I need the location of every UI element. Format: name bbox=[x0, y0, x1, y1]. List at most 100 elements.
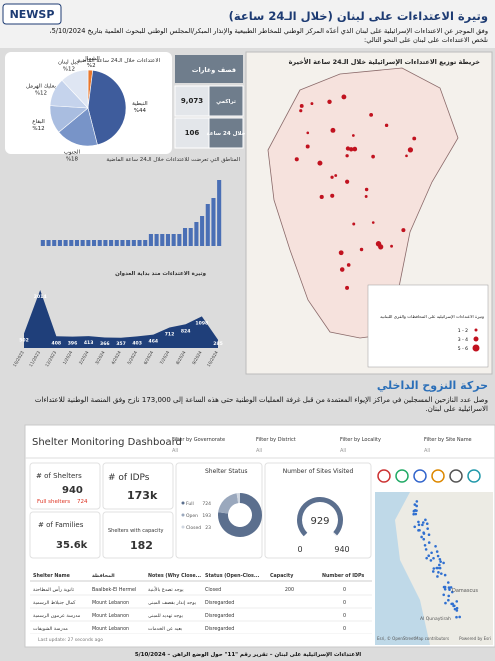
card-title: Shelter Status bbox=[205, 468, 248, 475]
shelter-dot bbox=[432, 567, 436, 570]
attack-dot bbox=[359, 247, 364, 252]
shelter-dot bbox=[418, 528, 421, 532]
pie-value: %18 bbox=[66, 157, 79, 163]
table-cell: Mount Lebanon bbox=[92, 613, 129, 619]
table-cell: كمال جنبلاط الرسمية bbox=[33, 600, 76, 606]
shelter-dot bbox=[422, 532, 426, 535]
map-label: Damascus bbox=[452, 588, 478, 594]
chart-title: وتيرة الاعتداءات منذ بداية العدوان bbox=[115, 271, 206, 277]
pie-value: %12 bbox=[63, 66, 75, 72]
bar bbox=[200, 216, 205, 246]
shelter-dot bbox=[414, 512, 418, 516]
bar bbox=[148, 234, 153, 246]
status-value: 724 bbox=[202, 501, 211, 507]
attack-dot bbox=[405, 154, 408, 158]
status-label: Full bbox=[186, 501, 194, 507]
section-title: حركة النزوح الداخلي bbox=[377, 379, 488, 392]
pie-label: بعلبك الهرمل bbox=[26, 84, 56, 90]
attack-dot bbox=[319, 194, 324, 199]
shelter-dot bbox=[438, 566, 442, 570]
attack-dot bbox=[294, 157, 299, 162]
bar bbox=[177, 234, 182, 246]
card-value: 940 bbox=[62, 485, 83, 496]
pie-label: البقاع bbox=[32, 119, 45, 125]
header-band bbox=[0, 0, 495, 48]
column-header: Status (Open-Clos... bbox=[205, 573, 260, 579]
attack-dot bbox=[327, 99, 332, 104]
table-cell bbox=[208, 85, 244, 117]
shelter-dot bbox=[439, 560, 442, 563]
pie-slice bbox=[61, 69, 89, 109]
data-label: 824 bbox=[181, 328, 191, 334]
data-label: 366 bbox=[100, 341, 110, 347]
shelter-dot bbox=[420, 535, 423, 539]
table-label: خلال 24 ساعة bbox=[207, 131, 246, 137]
filter-label: Filter by Site Name bbox=[424, 437, 472, 443]
pie-value: %12 bbox=[35, 91, 47, 97]
attack-dot bbox=[378, 244, 384, 250]
partner-logo bbox=[395, 469, 409, 483]
attack-dot bbox=[330, 127, 336, 133]
attack-dot bbox=[334, 174, 338, 177]
bar bbox=[40, 240, 45, 246]
shelter-dot bbox=[452, 604, 456, 608]
attack-dot bbox=[384, 123, 389, 128]
card-label: # of Shelters bbox=[36, 472, 82, 480]
map-dots bbox=[294, 94, 417, 290]
partner-logo bbox=[449, 469, 463, 483]
card bbox=[102, 511, 174, 559]
data-label: 712 bbox=[165, 331, 175, 337]
filter-value: All bbox=[256, 448, 262, 454]
shelter-dot bbox=[449, 586, 453, 589]
data-label: 408 bbox=[52, 340, 62, 346]
data-label: 2014 bbox=[34, 294, 47, 300]
attack-dot bbox=[345, 154, 349, 158]
attack-dot bbox=[364, 195, 368, 198]
shelter-dot bbox=[447, 598, 450, 602]
bar bbox=[63, 240, 68, 246]
bar bbox=[52, 240, 57, 246]
table-cell: Mount Lebanon bbox=[92, 600, 129, 606]
status-value: 23 bbox=[205, 525, 211, 531]
shelter-dot bbox=[435, 566, 438, 570]
partner-logo bbox=[467, 469, 481, 483]
bar bbox=[154, 234, 159, 246]
table-cell: يوجد تصدع بالأبنية bbox=[148, 586, 184, 593]
data-label: 396 bbox=[68, 341, 78, 347]
legend-label: 3 - 4 bbox=[458, 337, 468, 343]
attack-dot bbox=[412, 136, 417, 141]
table-cell: 200 bbox=[285, 587, 294, 593]
shelter-dot bbox=[438, 563, 441, 567]
bar bbox=[109, 240, 114, 246]
shelter-dot bbox=[443, 587, 447, 591]
logo: NEWSP bbox=[10, 8, 55, 21]
bar bbox=[171, 234, 176, 246]
shelter-dot bbox=[412, 512, 415, 516]
table-header-bg bbox=[175, 55, 243, 83]
bar bbox=[74, 240, 80, 246]
shelter-dot bbox=[430, 551, 433, 555]
card-title: Number of Sites Visited bbox=[283, 468, 354, 475]
shelter-dot bbox=[429, 559, 433, 562]
table-cell: Disregarded bbox=[205, 600, 234, 606]
shelter-dot bbox=[413, 525, 417, 529]
bar bbox=[69, 240, 74, 246]
table-cell: Baalbek-El Hermel bbox=[92, 587, 136, 593]
chart-title: المناطق التي تعرضت للاعتداءات خلال الـ24… bbox=[106, 157, 240, 163]
x-tick-label: 6/2024 bbox=[143, 350, 155, 366]
attack-dot bbox=[345, 146, 351, 151]
table-cell: 0 bbox=[343, 600, 346, 606]
table-value: 9,073 bbox=[181, 97, 203, 105]
bar bbox=[103, 240, 108, 246]
shelter-dot bbox=[423, 543, 427, 547]
shelter-dot bbox=[437, 571, 440, 574]
gauge-number: 929 bbox=[310, 516, 329, 527]
table-cell: Disregarded bbox=[205, 613, 234, 619]
attack-dot bbox=[299, 109, 303, 113]
bar bbox=[143, 240, 148, 246]
table-cell: Mount Lebanon bbox=[92, 626, 129, 632]
attack-dot bbox=[338, 250, 344, 256]
pie-slice bbox=[58, 107, 98, 147]
shelter-dot bbox=[438, 557, 442, 561]
shelter-dot bbox=[447, 594, 451, 598]
